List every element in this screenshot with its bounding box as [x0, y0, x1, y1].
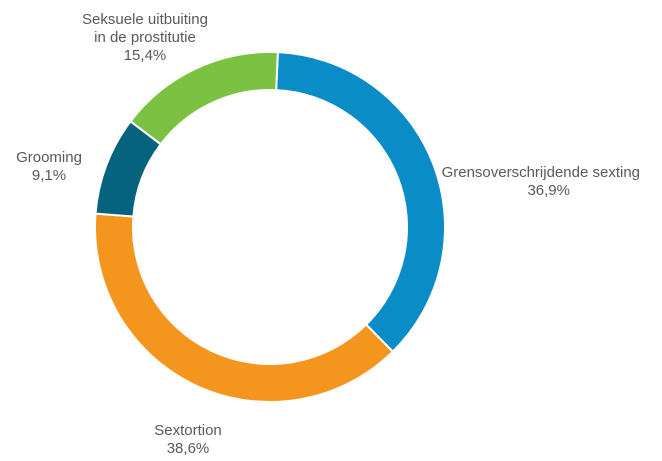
label-seksuele-uitbuiting: Seksuele uitbuiting in de prostitutie 15…: [60, 11, 230, 65]
slice-seksuele-uitbuiting-in-de-prostitutie: [129, 51, 279, 146]
slice-value: 36,9%: [527, 182, 570, 199]
slice-name: Sextortion: [154, 422, 222, 439]
slice-value: 15,4%: [123, 47, 167, 64]
label-grensoverschrijdende-sexting: Grensoverschrijdende sexting 36,9%: [440, 164, 640, 200]
label-sextortion: Sextortion 38,6%: [138, 422, 238, 458]
label-grooming: Grooming 9,1%: [4, 149, 94, 185]
slice-value: 38,6%: [166, 440, 210, 457]
slice-name: Grensoverschrijdende sexting: [441, 164, 640, 181]
slice-grensoverschrijdende-sexting: [275, 51, 446, 354]
slice-name-line-2: in de prostitutie: [94, 29, 196, 46]
slice-value: 9,1%: [31, 167, 67, 184]
slice-name-line-1: Seksuele uitbuiting: [82, 11, 208, 28]
slice-sextortion: [94, 212, 395, 403]
slice-name: Grooming: [16, 149, 82, 166]
